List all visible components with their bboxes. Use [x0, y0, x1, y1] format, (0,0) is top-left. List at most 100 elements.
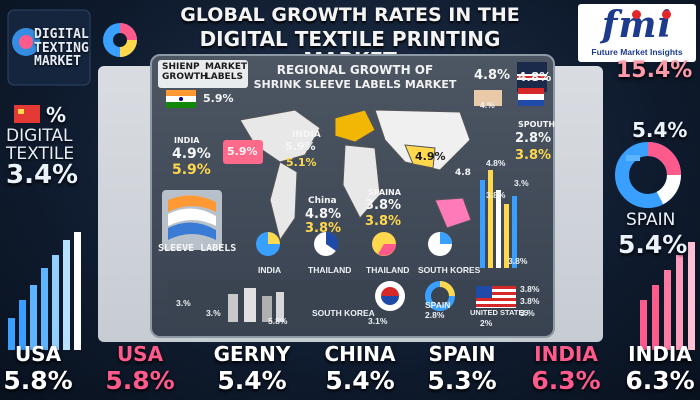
- fmi-logo: fmi Future Market Insights: [578, 4, 696, 62]
- pie-thailand-icon: [314, 231, 339, 256]
- vbar: [512, 196, 517, 268]
- map-value: 5.1%: [286, 156, 317, 169]
- small-pct: 3.8%: [508, 256, 528, 266]
- africa-shape: [342, 144, 381, 219]
- bottom-value: 3.%: [176, 298, 191, 308]
- tag-line: SHIENP: [162, 62, 200, 72]
- bottom-value: 3.%: [206, 308, 221, 318]
- right-bar: [676, 255, 683, 350]
- flag-icon: [14, 105, 40, 123]
- country-growth-value: 5.8%: [3, 366, 73, 395]
- china-label: China: [308, 196, 337, 206]
- country-growth-value: 5.3%: [427, 366, 497, 395]
- china-value: 4.8%: [305, 207, 342, 222]
- pie-label: THAILAND: [366, 265, 410, 275]
- vbar: [488, 170, 493, 268]
- bottom-value: 3.%: [520, 308, 535, 318]
- country-growth-value: 6.3%: [531, 366, 601, 395]
- right-donut-icon: [615, 142, 681, 208]
- country-name: INDIA: [628, 342, 692, 366]
- bottom-value: 3.8%: [520, 284, 540, 294]
- left-pct-fragment: %: [46, 103, 67, 127]
- tag-line: MARKET: [205, 62, 248, 72]
- sleeve-flag-icon: [162, 190, 222, 250]
- left-pie-icon: [103, 23, 137, 57]
- small-pct: 3.%: [514, 178, 529, 188]
- left-big-label-line: DIGITAL: [6, 126, 73, 146]
- bottom-strip: [168, 280, 538, 326]
- left-big-label: DIGITAL TEXTILE: [6, 126, 74, 164]
- left-bar-group: [8, 232, 81, 350]
- small-pct: 4.8%: [486, 158, 506, 168]
- sleeve-label: SLEEVE LABELS: [158, 243, 237, 254]
- country-name: USA: [14, 342, 62, 366]
- left-bar: [19, 300, 26, 350]
- india-value: 4.9%: [172, 146, 211, 162]
- pie-label: SOUTH KORES: [418, 265, 481, 275]
- bottom-value: 5.8%: [268, 316, 288, 326]
- small-pct: 4.%: [480, 100, 495, 110]
- country-name: CHINA: [324, 342, 396, 366]
- top-right-value: 4.8%: [474, 68, 511, 83]
- india-value: 5.9%: [172, 162, 211, 178]
- left-bar: [74, 232, 81, 350]
- south-america-shape: [269, 161, 298, 242]
- india-label: INDIA: [174, 136, 200, 145]
- korea-flag-icon: [375, 281, 405, 311]
- south-value: 3.8%: [515, 148, 552, 163]
- left-card-title: DIGITAL TEXTING MARKET: [34, 28, 89, 69]
- globe-center-icon: [19, 35, 33, 49]
- spain-value: 3.8%: [365, 214, 402, 229]
- logo-dot-icon: [632, 10, 641, 19]
- swatch: [474, 90, 502, 106]
- left-bar: [8, 318, 15, 350]
- pie-row: [256, 231, 452, 256]
- country-name: INDIA: [534, 342, 598, 366]
- australia-shape: [434, 197, 472, 229]
- map-value: 5.9%: [227, 145, 258, 158]
- country-growth-value: 5.4%: [325, 366, 395, 395]
- china-value: 3.8%: [305, 221, 342, 236]
- growth-tag: [158, 60, 248, 88]
- tag-line: GROWTH: [162, 72, 208, 83]
- india-flag-icon: [166, 90, 196, 108]
- vbar: [480, 180, 485, 268]
- right-spain-value: 5.4%: [618, 230, 688, 259]
- pie-label: INDIA: [258, 265, 282, 275]
- left-big-value: 3.4%: [6, 160, 79, 190]
- europe-shape: [334, 109, 376, 143]
- country-growth-value: 6.3%: [625, 366, 695, 395]
- growth-tag-left: SHIENP GROWTH: [162, 62, 208, 83]
- left-card-title-line: DIGITAL: [34, 27, 89, 42]
- country-name: GERNY: [213, 342, 291, 366]
- thailand-flag-icon: [517, 62, 547, 92]
- vertical-bars: [480, 170, 517, 268]
- right-decor: [615, 142, 695, 350]
- left-bar: [30, 285, 37, 350]
- spain-small-label: SPAIN: [425, 300, 451, 310]
- region-label: INDIA: [292, 130, 321, 140]
- south-korea-label: SOUTH KOREA: [312, 308, 375, 318]
- right-bar-group: [640, 242, 695, 350]
- pie-thailand2-icon: [372, 232, 396, 256]
- pie-label: THAILAND: [308, 265, 352, 275]
- country-growth-value: 5.4%: [217, 366, 287, 395]
- south-value: 2.8%: [515, 131, 552, 146]
- netherlands-flag-icon: [518, 88, 544, 106]
- flag-value: 5.9%: [203, 92, 234, 105]
- vbar: [496, 190, 501, 268]
- left-bar: [63, 240, 70, 350]
- right-tag: [626, 155, 640, 161]
- asia-shape: [374, 109, 471, 171]
- right-bar: [640, 300, 647, 350]
- left-bar: [41, 268, 48, 350]
- world-map: [239, 109, 472, 242]
- bottom-value: 2%: [480, 318, 493, 328]
- panel-title-line2: SHRINK SLEEVE LABELS MARKET: [253, 78, 457, 91]
- growth-tag-right: MARKET LABELS: [205, 62, 247, 83]
- spain-label: SPAINA: [368, 188, 401, 197]
- tag-line: LABELS: [205, 72, 243, 83]
- logo-subtitle: Future Market Insights: [591, 47, 683, 57]
- right-top-value: 15.4%: [616, 58, 693, 83]
- left-bar: [52, 255, 59, 350]
